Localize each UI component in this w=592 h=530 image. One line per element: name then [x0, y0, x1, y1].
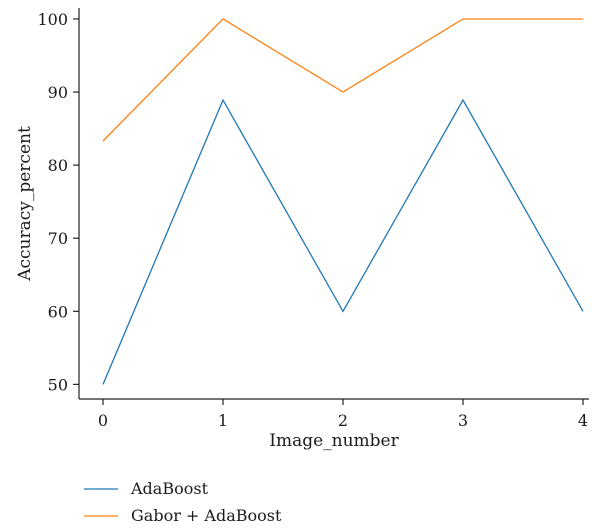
x-axis-label: Image_number	[269, 431, 399, 451]
x-tick-label: 3	[458, 411, 468, 430]
y-tick-label: 100	[37, 10, 68, 29]
x-tick-label: 4	[578, 411, 588, 430]
axis-labels: Image_number Accuracy_percent	[15, 126, 400, 451]
x-tick-label: 2	[338, 411, 348, 430]
y-tick-label: 60	[48, 302, 68, 321]
y-tick-label: 70	[48, 229, 68, 248]
y-tick-label: 80	[48, 156, 68, 175]
axes: 0 1 2 3 4 50 60 70 80 90 100	[37, 8, 589, 430]
x-tick-label: 0	[98, 411, 108, 430]
x-tick-label: 1	[218, 411, 228, 430]
series-line-adaboost	[102, 98, 584, 385]
legend: AdaBoost Gabor + AdaBoost	[84, 479, 282, 525]
y-tick-label: 90	[48, 83, 68, 102]
legend-label: AdaBoost	[130, 479, 209, 498]
series-lines	[102, 18, 584, 385]
legend-label: Gabor + AdaBoost	[131, 506, 282, 525]
y-axis-label: Accuracy_percent	[15, 126, 35, 282]
series-line-gabor-adaboost	[102, 18, 583, 142]
y-tick-label: 50	[48, 375, 68, 394]
